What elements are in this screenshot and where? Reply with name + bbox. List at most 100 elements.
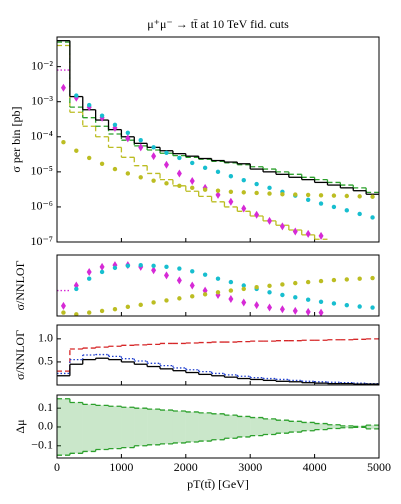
x-tick-label: 2000 (174, 460, 198, 474)
marker (74, 312, 79, 317)
marker (228, 279, 234, 285)
marker (254, 284, 259, 290)
marker (370, 194, 375, 199)
marker (163, 160, 169, 169)
marker (164, 150, 169, 155)
band-bin (288, 421, 302, 433)
marker (151, 145, 156, 150)
marker (138, 137, 143, 143)
marker (202, 165, 208, 171)
marker (151, 300, 156, 305)
marker (241, 190, 246, 195)
marker (87, 276, 92, 281)
marker (138, 175, 143, 180)
marker (293, 295, 298, 300)
marker (215, 290, 221, 295)
band-bin (314, 423, 328, 430)
band-bin (224, 415, 238, 439)
band-bin (211, 413, 225, 440)
band-bin (301, 422, 315, 431)
marker (189, 176, 195, 185)
marker (318, 278, 324, 284)
band-bin (340, 425, 354, 428)
band-bin (108, 406, 122, 449)
marker (112, 307, 118, 312)
marker (293, 280, 298, 286)
marker (99, 262, 105, 271)
marker (125, 171, 131, 176)
marker (215, 190, 221, 199)
marker (151, 152, 157, 161)
marker (357, 194, 362, 199)
marker (370, 275, 375, 281)
x-tick-label: 4000 (303, 460, 327, 474)
marker (190, 160, 195, 166)
marker (241, 204, 247, 213)
band-bin (185, 411, 199, 443)
marker (357, 304, 362, 309)
marker (202, 272, 208, 277)
marker (202, 292, 208, 297)
x-axis-label: pT(tt̄) [GeV] (187, 477, 249, 491)
marker (99, 269, 105, 275)
marker (151, 263, 156, 269)
marker (125, 304, 131, 310)
marker (87, 310, 92, 315)
marker (241, 177, 246, 183)
band-bin (275, 420, 289, 434)
axes-frame (56, 254, 380, 317)
marker (177, 155, 182, 161)
band-bin (69, 402, 83, 454)
band-bin (366, 425, 379, 429)
band-bin (172, 410, 186, 443)
band-bin (263, 418, 276, 435)
marker (99, 113, 105, 118)
axes-frame (56, 394, 380, 459)
y-tick-label: 0.1 (38, 400, 53, 414)
marker (74, 148, 79, 153)
marker (267, 185, 272, 191)
marker (112, 166, 118, 172)
marker (215, 188, 221, 193)
marker (305, 307, 311, 316)
marker (292, 306, 298, 315)
marker (61, 310, 66, 315)
marker (163, 271, 169, 280)
band-bin (237, 416, 251, 437)
marker (357, 211, 362, 217)
marker (318, 308, 324, 317)
marker (241, 298, 247, 307)
marker (215, 169, 221, 175)
marker (305, 197, 311, 202)
marker (112, 122, 118, 127)
y-tick-label: −0.1 (31, 438, 53, 452)
marker (254, 190, 259, 196)
marker (331, 277, 337, 283)
y-axis-label: Δμ (13, 419, 27, 433)
marker (74, 93, 79, 98)
marker (138, 262, 143, 268)
band-bin (95, 405, 109, 450)
marker (279, 222, 285, 231)
marker (99, 161, 105, 166)
marker (151, 266, 157, 275)
band-bin (198, 412, 212, 442)
y-tick-label: 10⁻³ (31, 93, 53, 107)
band-bin (147, 409, 161, 445)
marker (60, 301, 66, 310)
marker (344, 208, 349, 213)
band-bin (327, 424, 341, 429)
x-tick-label: 0 (54, 460, 60, 474)
marker (318, 201, 324, 206)
x-tick-label: 3000 (238, 460, 262, 474)
marker (280, 192, 285, 197)
marker (331, 301, 337, 306)
marker (241, 286, 246, 292)
marker (125, 263, 131, 269)
marker (305, 192, 311, 198)
marker (267, 216, 273, 225)
marker (177, 266, 182, 271)
marker (241, 283, 246, 288)
marker (331, 204, 337, 210)
marker (279, 305, 285, 314)
